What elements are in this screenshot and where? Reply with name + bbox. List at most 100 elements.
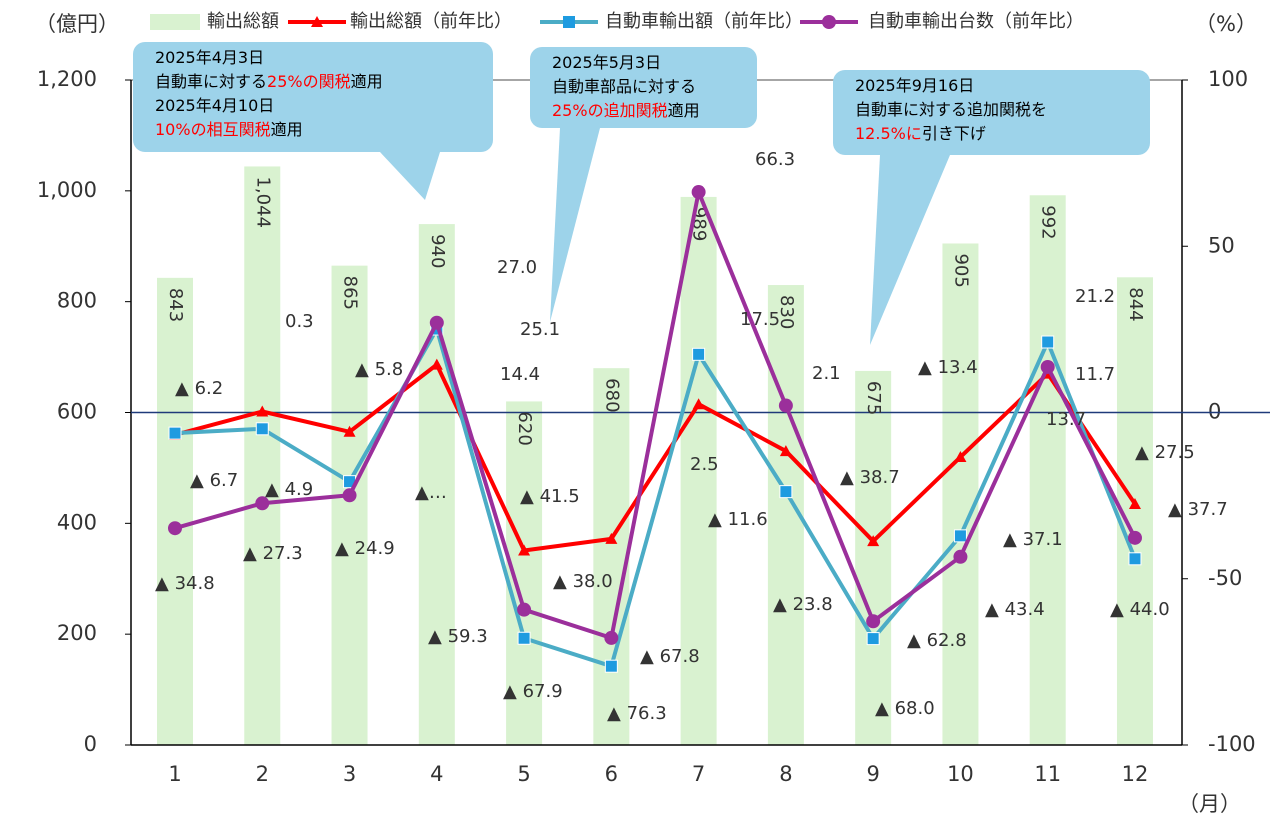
marker <box>692 398 705 410</box>
line <box>174 327 1137 669</box>
line-value-label: ▲ 38.0 <box>553 571 613 592</box>
callout-text: 2025年9月16日 <box>855 76 974 95</box>
marker <box>430 358 443 370</box>
marker <box>605 532 618 544</box>
bar-value-label: 675 <box>863 381 884 415</box>
callout-segment: 2025年5月3日 <box>552 53 661 72</box>
line-value-label: ▲ 37.7 <box>1168 499 1228 520</box>
callout-segment: 適用 <box>271 120 303 139</box>
marker <box>954 451 967 463</box>
line-value-label: ▲ 41.5 <box>520 486 580 507</box>
callout-segment: 2025年4月10日 <box>155 96 274 115</box>
line-value-label: 0.3 <box>285 311 314 332</box>
callout-segment: 引き下げ <box>922 124 986 143</box>
y2-tick-label: -50 <box>1208 566 1242 590</box>
line-value-label: ▲ 6.7 <box>190 470 238 491</box>
callout-segment: 適用 <box>351 72 383 91</box>
line-value-label: 66.3 <box>755 149 795 170</box>
marker <box>518 544 531 556</box>
line <box>174 362 1137 553</box>
line-value-label: ▲ 6.2 <box>175 378 223 399</box>
y2-axis-label: （%） <box>1195 12 1257 36</box>
callout-tail <box>380 152 440 200</box>
line-value-label: ▲ 38.7 <box>840 467 900 488</box>
callout <box>530 47 757 128</box>
callout-text: 2025年4月10日 <box>155 96 274 115</box>
marker <box>343 425 356 437</box>
line-value-label: 2.5 <box>690 454 719 475</box>
callout-text: 自動車に対する追加関税を <box>855 100 1047 119</box>
bar <box>157 277 193 745</box>
x-tick-label: 7 <box>692 762 705 786</box>
line-value-label: 21.2 <box>1075 286 1115 307</box>
bar-value-label: 843 <box>165 288 186 322</box>
marker <box>866 632 880 646</box>
callout-text: 自動車に対する25%の関税適用 <box>155 72 383 91</box>
marker <box>1040 359 1055 374</box>
x-tick-label: 11 <box>1034 762 1061 786</box>
x-tick-label: 9 <box>866 762 879 786</box>
legend-marker <box>311 16 323 27</box>
legend-marker <box>822 15 836 29</box>
marker <box>604 659 618 673</box>
marker <box>255 422 269 436</box>
marker <box>1127 530 1142 545</box>
bar <box>593 368 630 745</box>
line-value-label: 27.0 <box>497 257 537 278</box>
line-value-label: ▲ 11.6 <box>708 509 768 530</box>
y-tick-label: 200 <box>57 621 97 645</box>
legend-marker <box>563 16 575 28</box>
callout-segment: 自動車に対する <box>155 72 267 91</box>
line-value-label: ▲ 67.8 <box>640 646 700 667</box>
x-tick-label: 12 <box>1122 762 1149 786</box>
x-tick-label: 1 <box>168 762 181 786</box>
marker <box>778 398 793 413</box>
marker <box>1128 497 1141 509</box>
bar-value-label: 865 <box>340 276 361 310</box>
legend-label: 輸出総額 <box>207 11 279 32</box>
marker <box>691 185 706 200</box>
marker <box>604 630 619 645</box>
marker <box>429 315 444 330</box>
line-value-label: ▲ 24.9 <box>335 538 395 559</box>
y2-tick-label: 0 <box>1208 400 1221 424</box>
y-tick-label: 800 <box>57 289 97 313</box>
bar-value-label: 680 <box>601 378 622 412</box>
marker <box>692 347 706 361</box>
marker <box>1128 552 1142 566</box>
x-tick-label: 6 <box>605 762 618 786</box>
line-value-label: ▲ 27.3 <box>243 543 303 564</box>
marker <box>779 485 793 499</box>
bar <box>418 224 455 746</box>
bar <box>942 243 979 745</box>
line-value-label: ▲ 44.0 <box>1110 599 1170 620</box>
line-value-label: 11.7 <box>1075 364 1115 385</box>
x-tick-label: 3 <box>343 762 356 786</box>
marker <box>953 529 967 543</box>
x-tick-label: 8 <box>779 762 792 786</box>
callout-text: 2025年4月3日 <box>155 48 264 67</box>
callout-segment: 自動車に対する追加関税を <box>855 100 1047 119</box>
line-value-label: 13.7 <box>1046 409 1086 430</box>
y-tick-label: 1,000 <box>37 178 97 202</box>
callout-segment: 自動車部品に対する <box>552 77 696 96</box>
callout-segment: 2025年9月16日 <box>855 76 974 95</box>
marker <box>256 405 269 417</box>
bar <box>680 196 717 745</box>
y-tick-label: 400 <box>57 510 97 534</box>
callout-segment: 2025年4月3日 <box>155 48 264 67</box>
callout-text: 25%の追加関税適用 <box>552 101 700 120</box>
callout-segment: 適用 <box>668 101 700 120</box>
line-value-label: ▲ 59.3 <box>428 626 488 647</box>
callout-text: 12.5%に引き下げ <box>855 124 986 143</box>
bar <box>1029 195 1066 745</box>
legend-label: 輸出総額（前年比） <box>350 11 512 32</box>
y-tick-label: 1,200 <box>37 67 97 91</box>
line-value-label: ▲ 27.5 <box>1135 442 1195 463</box>
y-tick-label: 0 <box>84 732 97 756</box>
line-value-label: ▲ 37.1 <box>1003 529 1063 550</box>
marker <box>168 521 182 536</box>
callout-text: 自動車部品に対する <box>552 77 696 96</box>
callout-tail <box>550 128 600 322</box>
marker <box>866 614 881 629</box>
